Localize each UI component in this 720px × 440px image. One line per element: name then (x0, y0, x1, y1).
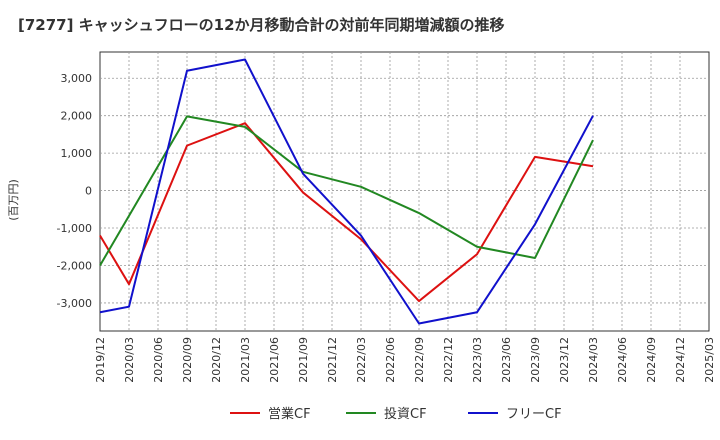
x-tick-label: 2023/03 (471, 337, 484, 383)
series-line-3 (99, 58, 594, 325)
x-tick-label: 2020/09 (181, 337, 194, 383)
y-tick-label: -1,000 (57, 222, 92, 235)
legend: 営業CF 投資CF フリーCF (230, 406, 562, 422)
x-tick-label: 2024/06 (616, 337, 629, 383)
y-tick-label: -2,000 (57, 259, 92, 272)
x-tick-label: 2020/12 (210, 337, 223, 383)
x-tick-label: 2024/03 (587, 337, 600, 383)
x-tick-label: 2023/06 (500, 337, 513, 383)
x-tick-label: 2024/12 (674, 337, 687, 383)
chart-title: [7277] キャッシュフローの12か月移動合計の対前年同期増減額の推移 (18, 16, 505, 34)
x-tick-label: 2021/06 (268, 337, 281, 383)
x-tick-label: 2022/09 (413, 337, 426, 383)
x-tick-label: 2022/03 (355, 337, 368, 383)
x-tick-label: 2022/12 (442, 337, 455, 383)
x-tick-label: 2023/12 (558, 337, 571, 383)
series-group (99, 58, 594, 325)
x-tick-label: 2021/09 (297, 337, 310, 383)
x-tick-label: 2023/09 (529, 337, 542, 383)
x-tick-label: 2019/12 (94, 337, 107, 383)
x-tick-label: 2022/06 (384, 337, 397, 383)
y-tick-label: 1,000 (61, 147, 93, 160)
legend-label: 投資CF (384, 406, 427, 422)
y-axis-label: (百万円) (7, 179, 20, 221)
legend-label: フリーCF (506, 407, 562, 422)
x-axis: 2019/12 2020/03 2020/06 2020/09 2020/12 2021/… (94, 337, 716, 383)
x-tick-label: 2021/03 (239, 337, 252, 383)
x-tick-label: 2024/09 (645, 337, 658, 383)
x-tick-label: 2020/03 (123, 337, 136, 383)
plot-area (99, 51, 710, 332)
y-tick-label: 0 (85, 185, 92, 198)
x-tick-label: 2021/12 (326, 337, 339, 383)
legend-label: 営業CF (268, 406, 311, 422)
y-tick-label: 3,000 (61, 72, 93, 85)
y-axis: 3,000 2,000 1,000 0 -1,000 -2,000 -3,000 (57, 72, 92, 310)
x-tick-label: 2020/06 (152, 337, 165, 383)
x-tick-label: 2025/03 (703, 337, 716, 383)
y-tick-label: 2,000 (61, 110, 93, 123)
series-line-1 (99, 122, 594, 303)
y-tick-label: -3,000 (57, 297, 92, 310)
